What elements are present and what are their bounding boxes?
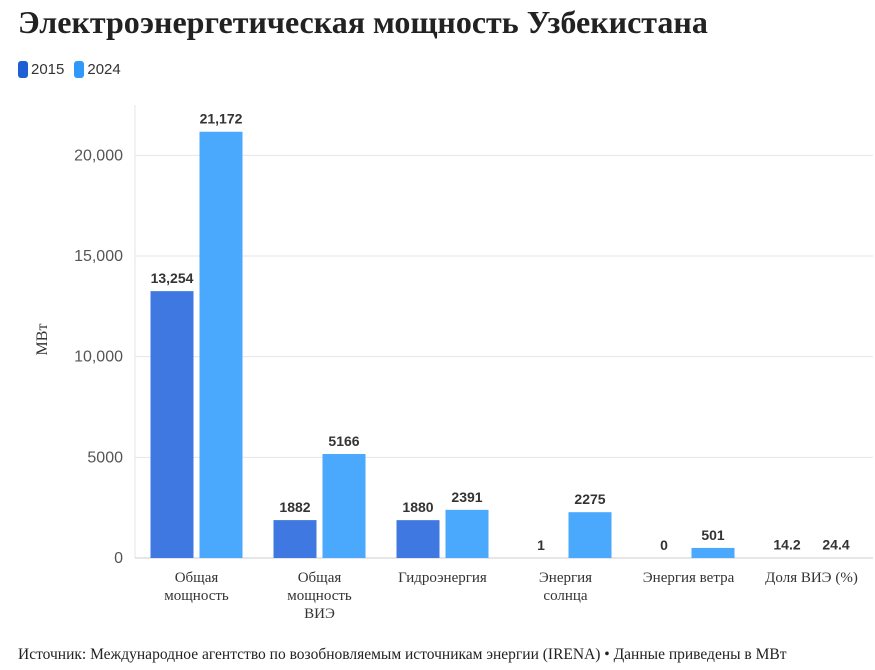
- legend-label-2015: 2015: [31, 61, 65, 78]
- bar-2015: [273, 520, 317, 558]
- legend: 2015 2024: [18, 61, 131, 78]
- y-tick-label: 20,000: [74, 147, 123, 164]
- source-note: Источник: Международное агентство по воз…: [18, 646, 787, 663]
- y-axis-label: МВт: [34, 324, 51, 356]
- legend-label-2024: 2024: [87, 61, 121, 78]
- bar-2024: [445, 509, 489, 558]
- y-tick-label: 15,000: [74, 248, 123, 265]
- legend-item-2015[interactable]: 2015: [18, 61, 64, 78]
- x-tick-label-line: ВИЭ: [304, 606, 335, 622]
- data-label-2024: 501: [701, 527, 725, 543]
- bar-2024: [691, 547, 735, 558]
- legend-item-2024[interactable]: 2024: [74, 61, 121, 78]
- x-tick-label-line: мощность: [164, 588, 229, 604]
- data-label-2015: 1880: [402, 499, 433, 515]
- legend-swatch-2024: [74, 61, 85, 78]
- x-tick-label: Энергия солнца: [539, 570, 592, 604]
- data-label-2015: 13,254: [151, 270, 194, 286]
- data-label-2024: 2275: [574, 491, 605, 507]
- bar-2024: [199, 131, 243, 558]
- y-tick-label: 5000: [87, 449, 123, 466]
- x-tick-label-line: Энергия: [539, 570, 592, 586]
- data-label-2015: 14.2: [773, 537, 800, 553]
- x-tick-label-line: Общая: [298, 570, 342, 586]
- bar-2015: [150, 291, 194, 558]
- bar-2015: [396, 520, 440, 558]
- x-tick-label: Доля ВИЭ (%): [765, 570, 858, 586]
- data-label-2015: 1: [537, 537, 545, 553]
- x-tick-label: Энергия ветра: [643, 570, 735, 586]
- data-label-2024: 5166: [328, 433, 359, 449]
- data-label-2024: 21,172: [200, 111, 243, 127]
- x-tick-label-line: Гидроэнергия: [398, 570, 487, 586]
- x-tick-label-line: Энергия ветра: [643, 570, 735, 586]
- x-tick-label-line: мощность: [287, 588, 352, 604]
- data-label-2015: 0: [660, 537, 668, 553]
- x-tick-label-line: Общая: [175, 570, 219, 586]
- x-tick-label-line: солнца: [543, 588, 588, 604]
- bar-2024: [322, 453, 366, 558]
- y-tick-label: 10,000: [74, 349, 123, 366]
- chart-title: Электроэнергетическая мощность Узбекиста…: [18, 4, 708, 40]
- bar-chart: 0 5000 10,000 15,000 20,000 МВт 13,254 21,172 Об…: [34, 105, 873, 622]
- legend-swatch-2015: [18, 61, 28, 78]
- x-tick-label: Общая мощность: [164, 570, 229, 604]
- x-tick-label: Общая мощность ВИЭ: [287, 570, 352, 622]
- bar-2024: [568, 512, 612, 558]
- x-tick-label-line: Доля ВИЭ (%): [765, 570, 858, 586]
- data-label-2015: 1882: [279, 499, 310, 515]
- data-label-2024: 2391: [451, 489, 482, 505]
- y-tick-label: 0: [114, 550, 123, 567]
- x-tick-label: Гидроэнергия: [398, 570, 487, 586]
- data-label-2024: 24.4: [822, 537, 849, 553]
